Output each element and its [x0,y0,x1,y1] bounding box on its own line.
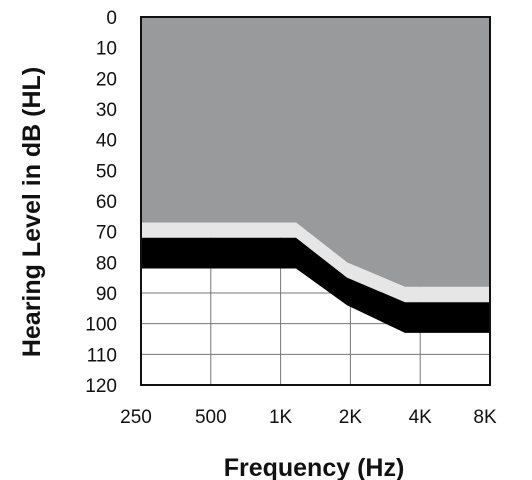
y-axis-label: Hearing Level in dB (HL) [18,67,46,357]
y-tick-label: 80 [96,253,117,274]
x-tick-label: 250 [120,407,152,428]
y-tick-labels: 0 10 20 30 40 50 60 70 80 90 100 110 120 [85,8,117,397]
plot-frame [140,16,491,386]
y-tick-label: 20 [96,69,117,90]
x-tick-label: 1K [269,407,293,428]
y-tick-label: 70 [96,223,117,244]
y-tick-label: 50 [96,161,117,182]
y-tick-label: 0 [106,8,117,29]
x-tick-label: 500 [195,407,227,428]
x-tick-label: 2K [339,407,363,428]
band-black-band [141,237,490,333]
y-tick-label: 110 [87,345,117,366]
x-axis-label: Frequency (Hz) [224,454,405,480]
y-tick-label: 30 [96,100,117,121]
x-tick-labels: 250 500 1K 2K 4K 8K [120,407,497,428]
y-tick-label: 120 [85,376,117,397]
band-light-band [141,222,490,303]
y-tick-label: 40 [96,131,117,152]
band-dark-gray-region [141,17,490,287]
y-tick-label: 100 [85,315,117,336]
y-tick-label: 10 [96,39,117,60]
y-tick-label: 60 [96,192,117,213]
y-tick-label: 90 [96,284,117,305]
x-tick-label: 4K [409,407,433,428]
bands [141,17,490,333]
x-tick-label: 8K [473,407,497,428]
